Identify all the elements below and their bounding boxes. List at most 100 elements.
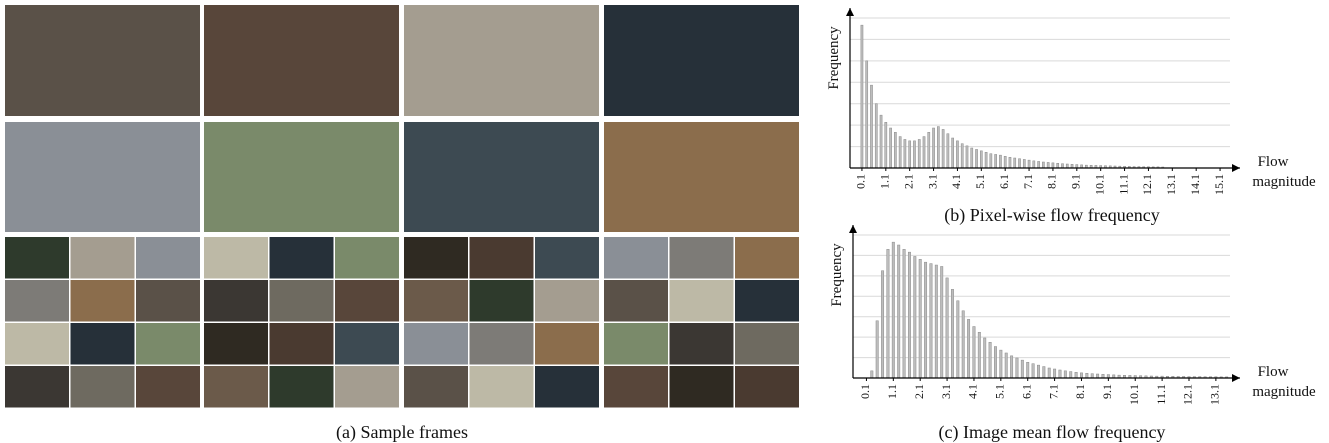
bar: [1063, 370, 1067, 379]
photo-thumb: [404, 366, 468, 408]
bar: [907, 251, 911, 379]
x-tick-label: 11.1: [1116, 174, 1130, 195]
y-arrow: [846, 8, 854, 16]
bar: [945, 277, 949, 379]
x-tick-label: 3.1: [939, 384, 953, 399]
x-axis-label: magnitude: [1252, 174, 1316, 190]
photo: [204, 122, 399, 232]
photo-thumb: [604, 366, 668, 408]
x-tick-label: 12.1: [1181, 384, 1195, 405]
bar: [1042, 366, 1046, 379]
y-arrow: [849, 225, 857, 233]
bar: [965, 145, 969, 169]
photo: [404, 122, 599, 232]
photo: [404, 5, 599, 116]
x-tick-label: 15.1: [1212, 174, 1226, 195]
photo-thumb: [136, 323, 200, 365]
x-tick-label: 9.1: [1069, 174, 1083, 189]
x-tick-label: 14.1: [1188, 174, 1202, 195]
photo-thumb: [335, 280, 399, 322]
bar: [1031, 363, 1035, 379]
photo-thumb: [70, 280, 135, 322]
x-axis-label: Flow: [1258, 154, 1289, 170]
bar: [1004, 352, 1008, 379]
bar: [988, 342, 992, 379]
bar: [970, 147, 974, 169]
bar: [884, 122, 888, 169]
bar: [946, 133, 950, 169]
x-tick-label: 4.1: [949, 174, 963, 189]
bar: [898, 136, 902, 169]
photo: [5, 5, 200, 116]
x-arrow: [1232, 164, 1240, 172]
bar: [1080, 372, 1083, 379]
bar: [1053, 368, 1057, 379]
bar: [1051, 162, 1055, 169]
bar: [1090, 373, 1094, 379]
photo-thumb: [269, 280, 334, 322]
x-tick-label: 10.1: [1092, 174, 1106, 195]
bar: [1003, 156, 1007, 169]
bar: [1010, 355, 1014, 379]
photo-thumb: [204, 323, 268, 365]
bar: [908, 140, 912, 169]
bar: [1013, 157, 1017, 169]
x-axis-label: Flow: [1258, 364, 1289, 380]
photo-thumb: [136, 280, 200, 322]
x-tick-label: 7.1: [1046, 384, 1060, 399]
photo-thumb: [5, 323, 69, 365]
bar: [1058, 369, 1062, 379]
photo-thumb: [136, 366, 200, 408]
bar: [860, 24, 864, 169]
bar: [937, 126, 940, 169]
chart-title: (b) Pixel-wise flow frequency: [944, 205, 1159, 226]
photo-thumb: [604, 280, 668, 322]
bar: [918, 259, 922, 379]
photo-thumb: [604, 237, 668, 279]
bar: [1037, 161, 1040, 169]
photo-thumb: [5, 366, 69, 408]
bar: [1022, 159, 1026, 169]
bar: [1026, 362, 1030, 379]
photo-thumb: [469, 323, 534, 365]
photo-thumb: [735, 237, 799, 279]
photo-thumb: [269, 323, 334, 365]
bar: [961, 310, 965, 379]
x-tick-label: 4.1: [966, 384, 980, 399]
bar: [1074, 372, 1078, 379]
y-axis-label: Frequency: [829, 243, 845, 307]
photo-thumb: [269, 237, 334, 279]
bar: [975, 149, 978, 169]
bar: [875, 320, 879, 379]
photo-thumb: [604, 323, 668, 365]
x-tick-label: 13.1: [1208, 384, 1222, 405]
photo-thumb: [669, 323, 734, 365]
x-tick-label: 9.1: [1100, 384, 1114, 399]
photo-thumb: [269, 366, 334, 408]
x-arrow: [1232, 374, 1240, 382]
photo-thumb: [136, 237, 200, 279]
bar: [927, 132, 931, 169]
bar: [999, 349, 1003, 379]
bar: [994, 346, 997, 379]
photo-thumb: [5, 280, 69, 322]
photo-thumb: [335, 366, 399, 408]
bar: [1096, 373, 1100, 379]
photo-thumb: [469, 280, 534, 322]
photo-thumb: [469, 237, 534, 279]
x-tick-label: 0.1: [854, 174, 868, 189]
photo-thumb: [735, 366, 799, 408]
photo-thumb: [535, 323, 599, 365]
bar: [989, 153, 993, 169]
bar: [977, 331, 981, 379]
bar: [1032, 160, 1036, 169]
photo-thumb: [70, 237, 135, 279]
x-tick-label: 5.1: [973, 174, 987, 189]
x-tick-label: 13.1: [1164, 174, 1178, 195]
bar: [932, 127, 935, 169]
photo-thumb: [404, 280, 468, 322]
bar: [889, 127, 892, 169]
bar: [881, 270, 885, 379]
photo-thumb: [535, 280, 599, 322]
